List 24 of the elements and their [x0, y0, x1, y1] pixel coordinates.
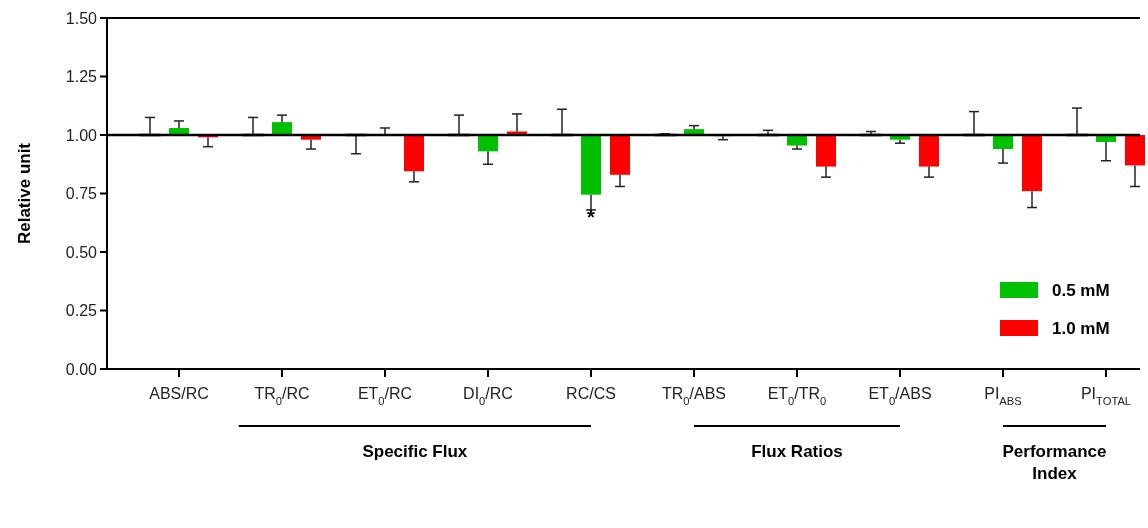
x-tick-label: TR$_{0}$/ABS	[661, 385, 727, 407]
x-tick-label: ET$_{0}$/RC	[357, 385, 413, 407]
legend-label: 1.0 mM	[1052, 318, 1110, 338]
x-tick-label: ABS/RC	[149, 385, 209, 402]
y-tick-label: 1.50	[65, 9, 98, 27]
x-tick-label: PI$_{TOTAL}$	[1080, 385, 1132, 407]
x-tick-label: ET$_{0}$/TR$_{0}$	[767, 385, 827, 407]
y-tick-label: 0.25	[65, 302, 98, 320]
x-tick-label: PI$_{ABS}$	[984, 385, 1022, 407]
text: Specific Flux	[362, 442, 468, 461]
y-tick-label: 0.50	[65, 243, 98, 261]
y-tick-label: 0.75	[65, 185, 98, 203]
x-tick-label: TR$_{0}$/RC	[254, 385, 310, 407]
text: Performance Index	[1002, 442, 1107, 483]
y-tick-label: 1.25	[65, 68, 98, 86]
text: Flux Ratios	[751, 442, 843, 461]
legend-label: 0.5 mM	[1052, 280, 1110, 300]
x-tick-label: DI$_{0}$/RC	[463, 385, 513, 407]
y-axis-title: Relative unit	[15, 142, 34, 245]
y-tick-label: 1.00	[65, 126, 98, 144]
y-tick-label: 0.00	[65, 360, 98, 378]
x-tick-label: RC/CS	[566, 385, 616, 402]
annotation: *	[587, 205, 596, 228]
x-tick-label: ET$_{0}$/ABS	[868, 385, 932, 407]
